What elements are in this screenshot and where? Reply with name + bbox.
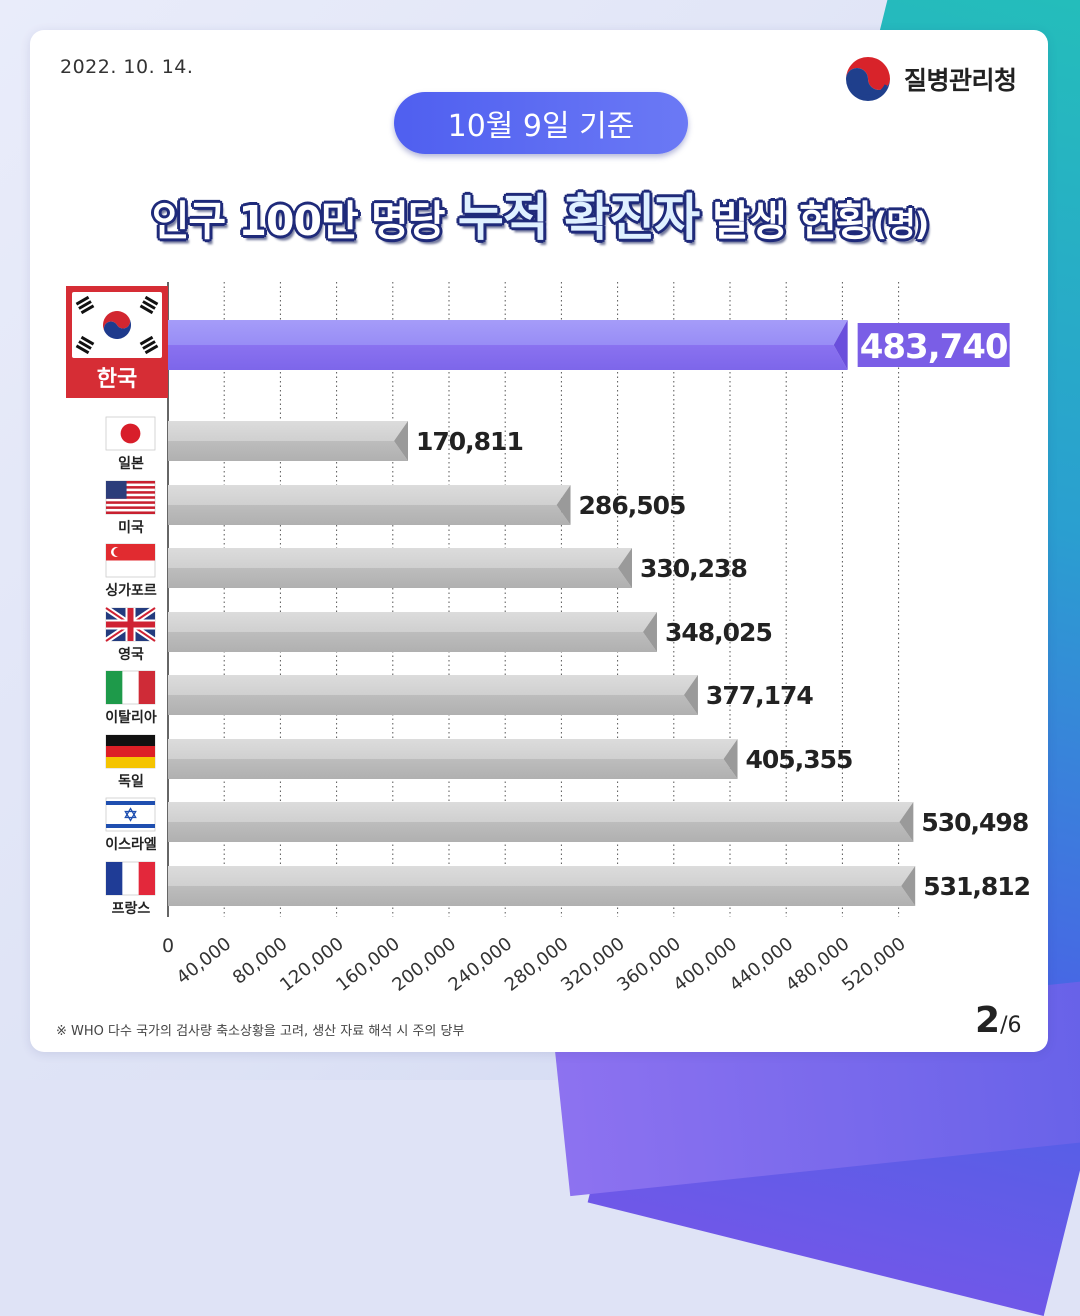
flag-icon-싱가포르 (105, 543, 156, 578)
reference-date-badge: 10월 9일 기준 (394, 92, 688, 154)
country-label-이탈리아: 이탈리아 (105, 709, 157, 726)
bar-이스라엘 (168, 802, 914, 842)
bar-일본 (168, 421, 408, 461)
country-label-영국: 영국 (118, 646, 144, 663)
trigram (75, 335, 95, 355)
title-highlight: 누적 확진자 (457, 189, 700, 247)
bar-cap-독일 (723, 739, 738, 779)
trigram (139, 295, 159, 315)
flag-icon-일본 (105, 416, 156, 451)
bar-chart: 040,00080,000120,000160,000200,000240,00… (66, 282, 1031, 996)
value-label-일본: 170,811 (416, 427, 523, 456)
x-tick-label: 40,000 (173, 933, 236, 988)
bar-cap-영국 (642, 612, 657, 652)
flag-icon-영국 (104, 605, 157, 644)
korea-flag-icon (75, 295, 159, 355)
value-label-프랑스: 531,812 (923, 872, 1030, 901)
page-indicator: 2/6 (975, 1000, 1021, 1041)
bar-cap-이스라엘 (899, 802, 914, 842)
value-label-미국: 286,505 (579, 491, 686, 520)
footnote: ※ WHO 다수 국가의 검사량 축소상황을 고려, 생산 자료 해석 시 주의… (56, 1024, 465, 1039)
x-tick-label: 0 (162, 935, 174, 957)
bar-미국 (168, 485, 571, 525)
page-title: 인구 100만 명당 누적 확진자 발생 현황(명) (0, 178, 1080, 250)
x-tick-label: 520,000 (838, 933, 910, 995)
agency-logo: 질병관리청 (842, 53, 1017, 105)
bar-이탈리아 (168, 675, 698, 715)
value-label-독일: 405,355 (746, 745, 853, 774)
bar-cap-일본 (393, 421, 408, 461)
bar-독일 (168, 739, 738, 779)
bar-cap-미국 (556, 485, 571, 525)
korea-label-badge: 한국 (66, 286, 168, 398)
bar-cap-싱가포르 (617, 548, 632, 588)
bar-cap-프랑스 (901, 866, 916, 906)
bar-한국 (168, 320, 848, 370)
taegeuk-red (103, 311, 131, 332)
publish-date: 2022. 10. 14. (60, 56, 194, 78)
title-part2: 발생 현황 (699, 197, 873, 245)
value-label-이스라엘: 530,498 (921, 808, 1028, 837)
value-label-이탈리아: 377,174 (706, 681, 813, 710)
taegeuk-blue (103, 318, 131, 339)
value-label-한국: 483,740 (860, 327, 1008, 367)
page-total: /6 (1000, 1013, 1022, 1038)
page-current: 2 (975, 1000, 1001, 1041)
bar-싱가포르 (168, 548, 632, 588)
country-label-프랑스: 프랑스 (112, 901, 151, 917)
flag-icon-미국 (105, 480, 156, 515)
agency-name: 질병관리청 (904, 66, 1017, 95)
country-label-싱가포르: 싱가포르 (105, 583, 157, 599)
taegeuk-logo-icon (844, 55, 892, 103)
country-label-한국: 한국 (97, 367, 137, 392)
bar-프랑스 (168, 866, 916, 906)
bar-영국 (168, 612, 657, 652)
value-label-싱가포르: 330,238 (640, 554, 747, 583)
country-label-일본: 일본 (118, 456, 144, 472)
bar-cap-이탈리아 (683, 675, 698, 715)
title-part1: 인구 100만 명당 (151, 197, 458, 245)
country-label-이스라엘: 이스라엘 (105, 836, 157, 853)
title-unit: (명) (872, 205, 930, 243)
flag-icon-독일 (105, 734, 156, 769)
flag-icon-프랑스 (105, 861, 156, 896)
flag-icon-이탈리아 (105, 670, 156, 705)
bar-cap-한국 (833, 320, 848, 370)
highlight-value-box (857, 323, 1010, 367)
value-label-영국: 348,025 (665, 618, 772, 647)
trigram (75, 295, 95, 315)
trigram (139, 335, 159, 355)
flag-icon-이스라엘 (105, 797, 156, 832)
country-label-미국: 미국 (118, 520, 144, 536)
country-label-독일: 독일 (118, 774, 144, 790)
